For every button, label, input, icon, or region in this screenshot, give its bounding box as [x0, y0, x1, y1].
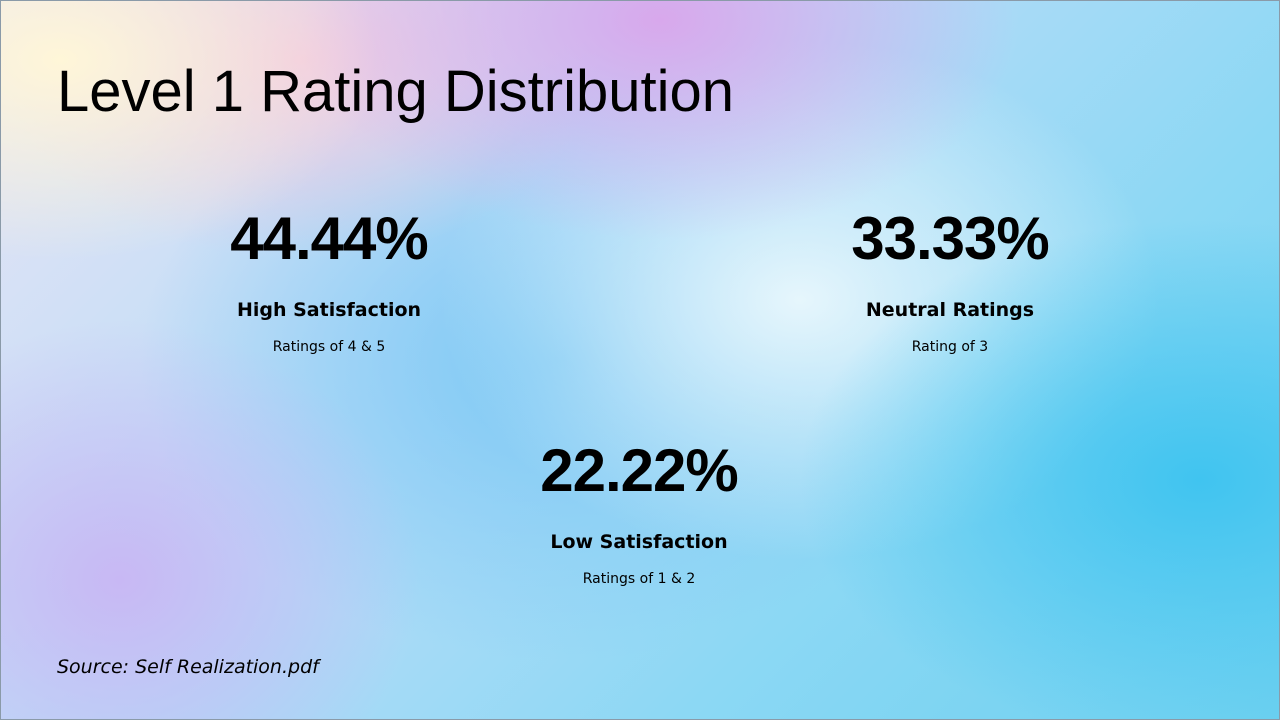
slide-title: Level 1 Rating Distribution — [57, 59, 735, 124]
stat-label: Low Satisfaction — [550, 531, 728, 553]
stat-value: 33.33% — [851, 205, 1050, 272]
stat-label: Neutral Ratings — [865, 299, 1035, 321]
stat-subtitle: Ratings of 1 & 2 — [582, 571, 696, 587]
source-note: Source: Self Realization.pdf — [57, 656, 319, 678]
stat-value: 44.44% — [230, 205, 429, 272]
stat-neutral-ratings: 33.33% Neutral Ratings Rating of 3 — [750, 204, 1150, 355]
stat-label: High Satisfaction — [236, 299, 422, 321]
stat-high-satisfaction: 44.44% High Satisfaction Ratings of 4 & … — [129, 204, 529, 355]
stat-subtitle: Rating of 3 — [911, 339, 989, 355]
stat-low-satisfaction: 22.22% Low Satisfaction Ratings of 1 & 2 — [439, 436, 839, 587]
stat-subtitle: Ratings of 4 & 5 — [272, 339, 386, 355]
stat-value: 22.22% — [540, 437, 739, 504]
